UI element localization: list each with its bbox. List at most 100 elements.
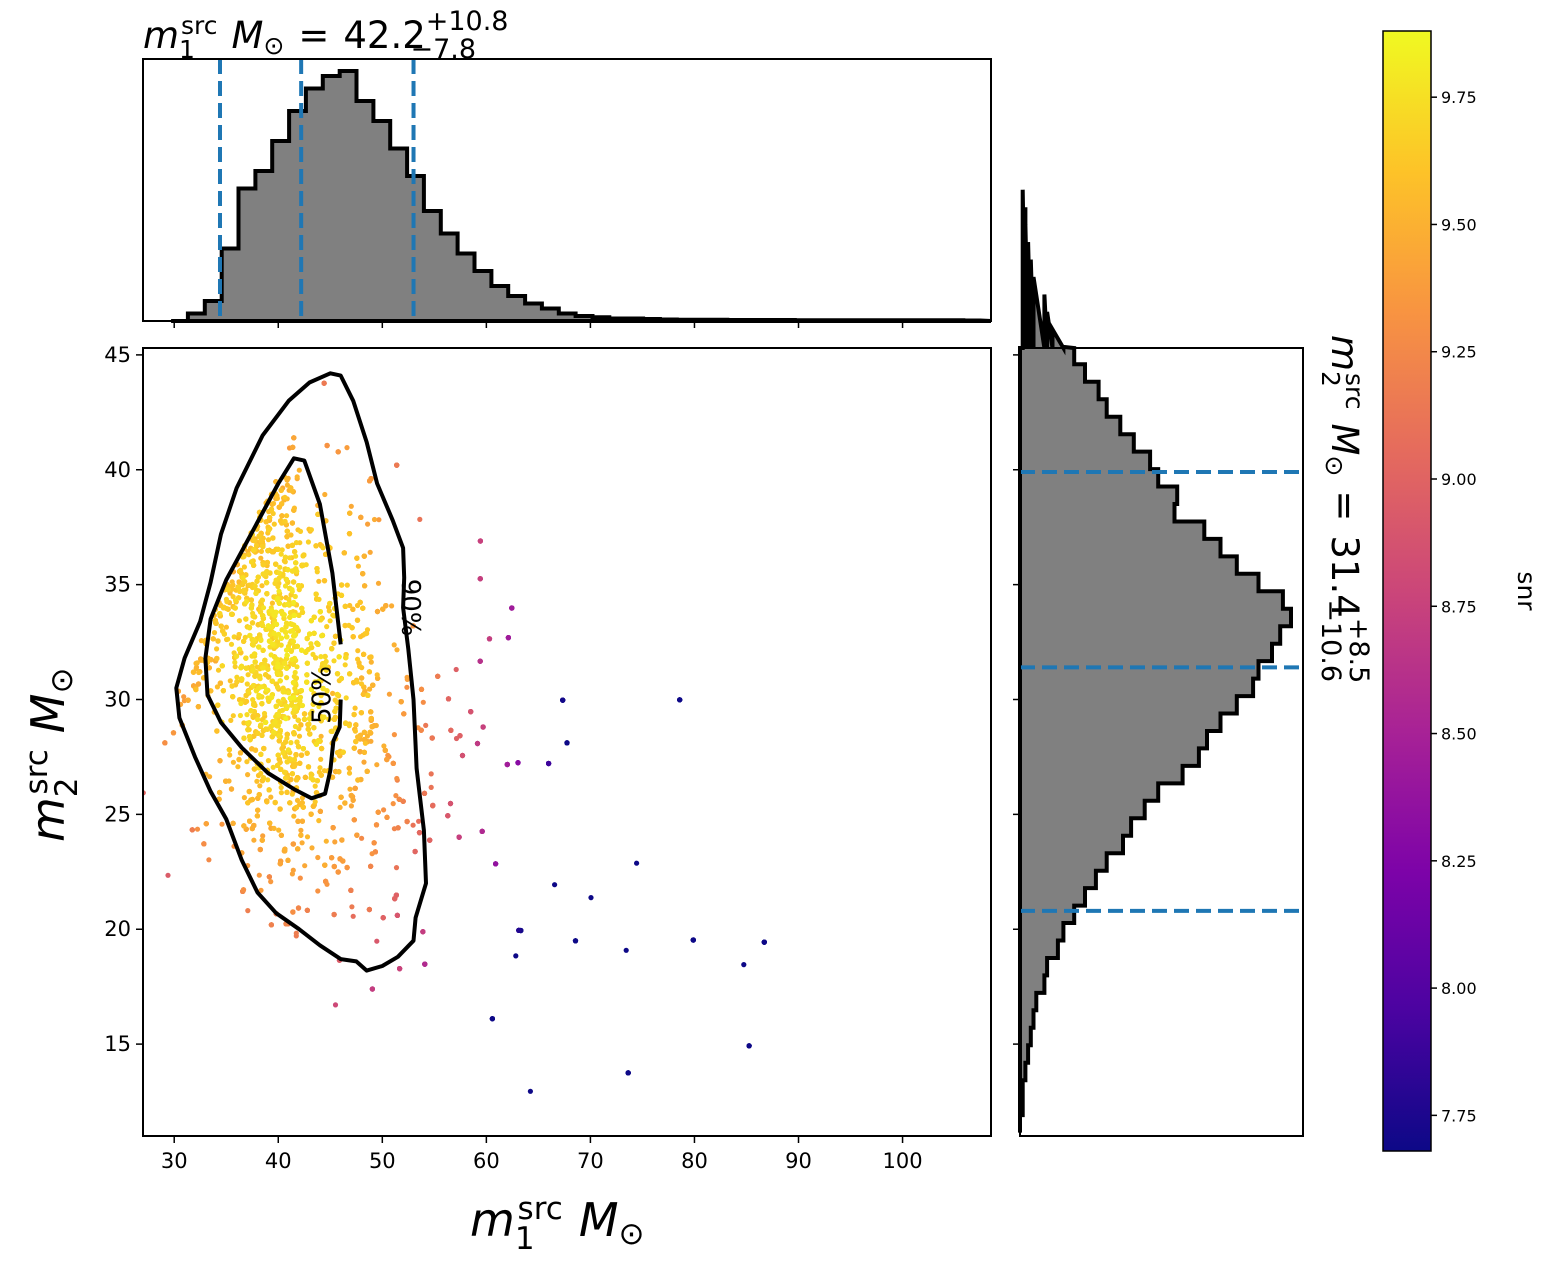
scatter-point — [251, 766, 257, 772]
scatter-point — [252, 659, 258, 665]
scatter-point — [284, 534, 290, 540]
scatter-point — [315, 641, 321, 648]
scatter-point — [236, 618, 242, 624]
scatter-point — [383, 603, 389, 609]
scatter-point — [193, 660, 199, 667]
scatter-point — [295, 905, 302, 911]
scatter-point — [258, 722, 264, 728]
scatter-point — [275, 684, 281, 690]
scatter-point — [361, 729, 367, 736]
scatter-point — [474, 740, 481, 747]
scatter-point — [215, 702, 221, 708]
scatter-point — [237, 588, 243, 595]
scatter-point — [400, 798, 406, 804]
scatter-point — [486, 636, 493, 642]
scatter-point — [274, 656, 280, 662]
scatter-point — [447, 800, 454, 807]
scatter-point — [392, 896, 398, 902]
scatter-point — [296, 583, 302, 589]
scatter-point — [278, 832, 284, 838]
scatter-point — [353, 738, 359, 745]
scatter-point — [373, 722, 379, 729]
scatter-point — [291, 731, 297, 737]
scatter-point — [513, 953, 519, 959]
scatter-point — [304, 907, 310, 913]
scatter-point — [278, 642, 284, 648]
scatter-point — [268, 922, 274, 928]
scatter-point — [279, 513, 285, 519]
scatter-point — [340, 749, 346, 755]
scatter-point — [214, 646, 220, 652]
scatter-point — [257, 846, 263, 853]
scatter-point — [357, 749, 363, 755]
scatter-point — [264, 580, 270, 586]
scatter-point — [195, 704, 201, 710]
scatter-point — [276, 827, 282, 833]
scatter-point — [344, 582, 350, 588]
scatter-point — [272, 799, 278, 806]
scatter-point — [564, 740, 570, 746]
scatter-point — [380, 606, 386, 612]
scatter-point — [459, 752, 466, 759]
scatter-point — [336, 654, 342, 660]
scatter-point — [308, 775, 314, 781]
scatter-point — [271, 729, 277, 735]
scatter-point — [284, 789, 290, 795]
scatter-point — [250, 697, 256, 703]
scatter-point — [505, 635, 511, 641]
scatter-point — [270, 764, 276, 770]
scatter-point — [254, 778, 260, 784]
scatter-point — [327, 600, 333, 607]
scatter-point — [445, 696, 452, 702]
scatter-point — [251, 702, 257, 708]
scatter-point — [287, 800, 293, 806]
scatter-point — [374, 672, 380, 678]
scatter-point — [347, 786, 353, 792]
scatter-point — [284, 735, 290, 741]
scatter-point — [295, 846, 301, 852]
scatter-point — [423, 722, 429, 729]
scatter-point — [342, 622, 348, 629]
scatter-point — [217, 758, 223, 764]
scatter-point — [259, 622, 266, 629]
scatter-point — [284, 675, 290, 681]
scatter-point — [255, 713, 261, 719]
scatter-point — [374, 608, 381, 615]
scatter-point — [346, 723, 352, 729]
scatter-point — [240, 887, 247, 893]
scatter-point — [279, 547, 285, 553]
scatter-point — [304, 660, 310, 666]
scatter-point — [217, 680, 223, 686]
scatter-point — [300, 804, 306, 810]
scatter-point — [331, 658, 337, 664]
scatter-point — [321, 380, 327, 386]
scatter-point — [690, 937, 696, 943]
scatter-point — [313, 790, 320, 796]
scatter-point — [339, 837, 345, 843]
scatter-point — [347, 602, 353, 609]
scatter-point — [248, 597, 254, 603]
scatter-point — [293, 688, 299, 695]
scatter-point — [285, 857, 291, 864]
scatter-point — [358, 681, 365, 687]
scatter-point — [316, 769, 322, 775]
scatter-point — [278, 487, 284, 493]
scatter-point — [303, 562, 309, 568]
scatter-point — [307, 731, 313, 737]
scatter-point — [260, 571, 266, 577]
scatter-point — [456, 834, 462, 840]
scatter-point — [336, 769, 342, 775]
scatter-point — [233, 597, 239, 603]
scatter-point — [386, 691, 392, 697]
scatter-point — [448, 727, 454, 733]
scatter-point — [382, 747, 388, 754]
scatter-point — [623, 947, 629, 953]
scatter-point — [296, 733, 303, 739]
scatter-point — [230, 713, 236, 719]
scatter-point — [289, 871, 295, 877]
scatter-point — [238, 665, 244, 671]
scatter-point — [361, 749, 367, 755]
scatter-point — [396, 796, 402, 802]
scatter-point — [309, 845, 315, 851]
scatter-point — [267, 820, 273, 826]
